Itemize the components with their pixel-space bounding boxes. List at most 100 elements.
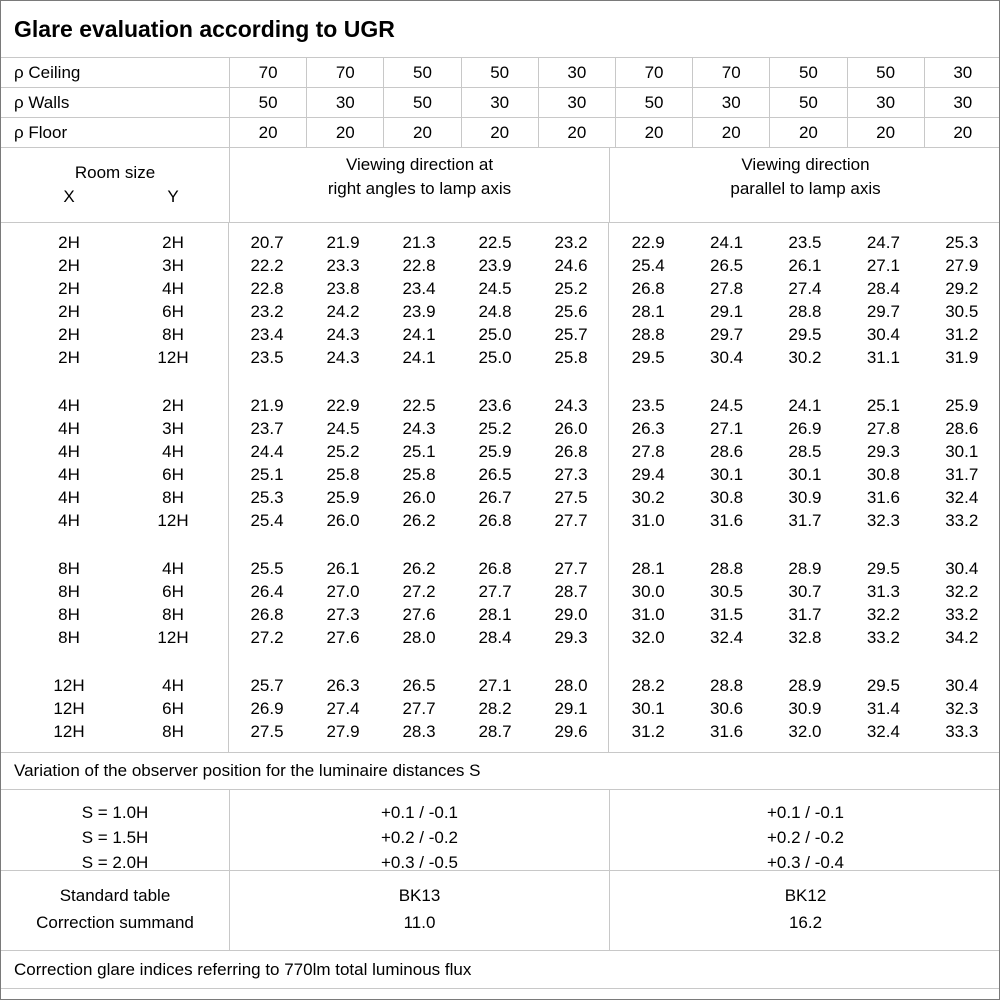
- ugr-value-right-angle: 23.4: [250, 325, 284, 344]
- ugr-value-right-angle: 26.7: [478, 488, 512, 507]
- grid-vline: [608, 223, 609, 752]
- ugr-value-parallel: 31.2: [631, 722, 665, 741]
- ugr-value-right-angle: 23.8: [326, 279, 360, 298]
- ugr-value-parallel: 24.7: [866, 233, 900, 252]
- reflectance-value: 30: [460, 88, 538, 117]
- ugr-value-parallel: 30.2: [788, 348, 822, 367]
- ugr-value-parallel: 29.5: [631, 348, 665, 367]
- reflectance-row: ρ Ceiling 70 70 50 50 30 70 70 50 50 30: [1, 58, 999, 88]
- ugr-value-right-angle: 29.3: [554, 628, 588, 647]
- reflectance-row-label: ρ Ceiling: [14, 63, 81, 82]
- ugr-value-parallel: 29.4: [631, 465, 665, 484]
- parallel-group-line1: Viewing direction: [741, 155, 870, 174]
- variation-value: +0.1 / -0.1: [380, 803, 459, 822]
- reflectance-value: 50: [383, 58, 460, 87]
- ugr-value-right-angle: 22.9: [326, 396, 360, 415]
- ugr-value-right-angle: 22.5: [402, 396, 436, 415]
- ugr-value-parallel: 31.9: [945, 348, 979, 367]
- ugr-value-right-angle: 27.7: [554, 559, 588, 578]
- ugr-blocks-container: 2H 2H 20.7 21.9 21.3 22.5 23.2 22.9 24.1 23.5 24.7…: [1, 231, 999, 743]
- ugr-value-right-angle: 29.1: [554, 699, 588, 718]
- s-labels: S = 1.0H S = 1.5H S = 2.0H: [1, 790, 229, 875]
- reflectance-value: 50: [769, 88, 846, 117]
- s-distance-label: S = 1.5H: [81, 828, 149, 847]
- reflectance-value: 50: [846, 58, 924, 87]
- room-size-x: 8H: [58, 628, 80, 647]
- ugr-value-parallel: 29.5: [866, 676, 900, 695]
- ugr-value-parallel: 28.9: [788, 676, 822, 695]
- ugr-value-parallel: 27.8: [631, 442, 665, 461]
- ugr-value-parallel: 31.7: [788, 511, 822, 530]
- table-row: 4H 3H 23.7 24.5 24.3 25.2 26.0 26.3 27.1 26.9 27.8…: [1, 417, 999, 440]
- reflectance-value: 30: [692, 88, 769, 117]
- room-size-y: 3H: [162, 256, 184, 275]
- ugr-value-right-angle: 25.2: [326, 442, 360, 461]
- ugr-value-right-angle: 27.3: [326, 605, 360, 624]
- ugr-value-right-angle: 25.2: [554, 279, 588, 298]
- variation-value: +0.3 / -0.4: [766, 853, 845, 872]
- s-parallel-values: +0.1 / -0.1 +0.2 / -0.2 +0.3 / -0.4: [609, 790, 999, 875]
- room-size-x: 2H: [58, 233, 80, 252]
- ugr-value-parallel: 28.8: [631, 325, 665, 344]
- ugr-value-right-angle: 24.8: [478, 302, 512, 321]
- ugr-value-parallel: 30.5: [945, 302, 979, 321]
- reflectance-value: 20: [383, 118, 460, 147]
- ugr-value-parallel: 25.1: [866, 396, 900, 415]
- room-size-y: 4H: [162, 559, 184, 578]
- ugr-value-parallel: 30.9: [788, 488, 822, 507]
- ugr-value-right-angle: 27.6: [326, 628, 360, 647]
- ugr-value-parallel: 27.8: [866, 419, 900, 438]
- ugr-value-parallel: 32.4: [866, 722, 900, 741]
- ugr-value-parallel: 29.3: [866, 442, 900, 461]
- ugr-value-right-angle: 21.3: [402, 233, 436, 252]
- ugr-value-parallel: 28.8: [710, 559, 744, 578]
- ugr-value-right-angle: 24.3: [326, 348, 360, 367]
- ugr-value-parallel: 28.4: [866, 279, 900, 298]
- ugr-value-right-angle: 24.3: [554, 396, 588, 415]
- right-angle-group-line2: right angles to lamp axis: [327, 179, 512, 198]
- room-size-x: 4H: [58, 419, 80, 438]
- ugr-value-right-angle: 22.8: [250, 279, 284, 298]
- ugr-value-parallel: 30.1: [710, 465, 744, 484]
- ugr-value-parallel: 31.4: [866, 699, 900, 718]
- variation-section: S = 1.0H S = 1.5H S = 2.0H +0.1 / -0.1 +0.2…: [1, 790, 999, 875]
- ugr-value-right-angle: 24.1: [402, 325, 436, 344]
- ugr-value-right-angle: 20.7: [250, 233, 284, 252]
- ugr-value-parallel: 27.1: [866, 256, 900, 275]
- room-size-y: 2H: [162, 233, 184, 252]
- ugr-value-right-angle: 22.5: [478, 233, 512, 252]
- room-size-y: 6H: [162, 302, 184, 321]
- reflectance-value: 70: [229, 58, 306, 87]
- ugr-value-parallel: 28.8: [710, 676, 744, 695]
- room-size-x: 4H: [58, 442, 80, 461]
- s-right-angle-values: +0.1 / -0.1 +0.2 / -0.2 +0.3 / -0.5: [229, 790, 609, 875]
- ugr-value-parallel: 27.8: [710, 279, 744, 298]
- room-size-y: 12H: [157, 511, 189, 530]
- table-row: 12H 6H 26.9 27.4 27.7 28.2 29.1 30.1 30.6 30.9 31.…: [1, 697, 999, 720]
- reflectance-value: 30: [537, 88, 615, 117]
- ugr-value-parallel: 23.5: [788, 233, 822, 252]
- room-size-y: 6H: [162, 699, 184, 718]
- ugr-value-parallel: 30.1: [631, 699, 665, 718]
- page-title: Glare evaluation according to UGR: [1, 1, 999, 58]
- right-angle-group-header: Viewing direction at right angles to lam…: [229, 148, 609, 222]
- ugr-value-right-angle: 27.6: [402, 605, 436, 624]
- ugr-value-parallel: 30.1: [945, 442, 979, 461]
- room-size-y: 6H: [162, 465, 184, 484]
- ugr-value-right-angle: 26.0: [554, 419, 588, 438]
- ugr-value-parallel: 30.6: [710, 699, 744, 718]
- ugr-value-right-angle: 23.6: [478, 396, 512, 415]
- ugr-value-right-angle: 28.7: [554, 582, 588, 601]
- room-size-x: 4H: [58, 465, 80, 484]
- ugr-value-parallel: 30.5: [710, 582, 744, 601]
- ugr-value-right-angle: 24.5: [478, 279, 512, 298]
- ugr-value-right-angle: 26.8: [478, 511, 512, 530]
- reflectance-value: 20: [692, 118, 769, 147]
- ugr-value-parallel: 29.7: [866, 302, 900, 321]
- ugr-value-right-angle: 27.5: [250, 722, 284, 741]
- ugr-value-right-angle: 26.8: [554, 442, 588, 461]
- ugr-value-parallel: 31.0: [631, 605, 665, 624]
- summary-section: Standard table Correction summand BK13 11.…: [1, 871, 999, 951]
- ugr-value-parallel: 23.5: [631, 396, 665, 415]
- reflectance-value: 30: [306, 88, 383, 117]
